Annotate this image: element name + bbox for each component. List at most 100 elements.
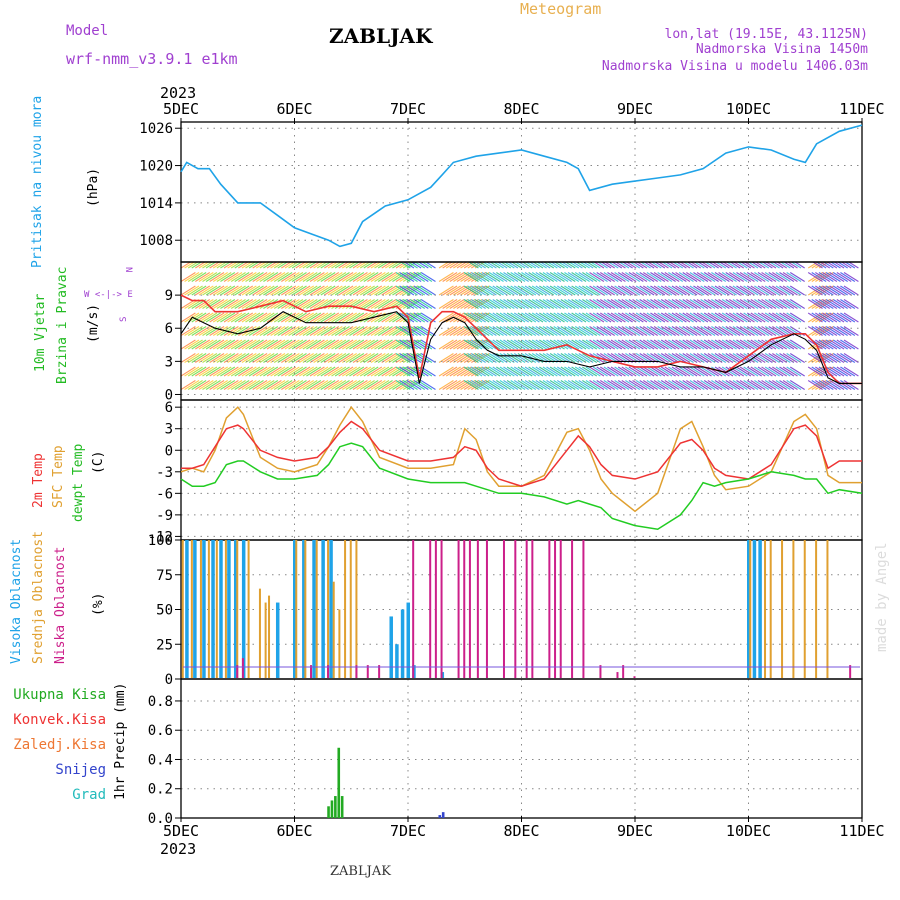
wind-arrow: [499, 299, 515, 309]
wind-arrow: [607, 272, 623, 282]
wind-arrow: [309, 285, 325, 296]
mid-cloud-bar: [781, 540, 784, 678]
wind-arrow: [223, 262, 235, 269]
wind-arrow: [374, 326, 390, 336]
wind-arrow: [399, 285, 415, 296]
wind-arrow: [531, 285, 547, 296]
wind-arrow: [291, 272, 307, 282]
y-tick-label: 0: [165, 672, 173, 688]
wind-arrow: [729, 326, 745, 336]
wind-arrow: [478, 339, 494, 350]
wind-arrow: [295, 339, 311, 350]
wind-arrow: [399, 262, 411, 269]
wind-arrow: [657, 380, 673, 390]
wind-arrow: [449, 272, 465, 282]
wind-arrow: [316, 285, 332, 296]
wind-arrow: [822, 312, 838, 323]
wind-arrow: [757, 299, 773, 309]
wind-arrow: [671, 326, 687, 336]
wind-arrow: [212, 262, 224, 269]
wind-arrow: [453, 299, 469, 309]
wind-arrow: [506, 272, 522, 282]
wind-arrow: [270, 366, 286, 377]
wind-arrow: [388, 353, 404, 363]
low-cloud-bar: [559, 540, 562, 678]
high-cloud-bar: [329, 540, 333, 678]
wind-arrow: [392, 326, 408, 336]
wind-arrow: [313, 285, 329, 296]
wind-arrow: [625, 312, 641, 323]
wind-arrow: [564, 285, 580, 296]
wind-arrow: [707, 326, 723, 336]
wind-arrow: [313, 262, 325, 269]
wind-arrow: [725, 380, 741, 390]
wind-arrow: [241, 353, 257, 363]
wind-arrow: [230, 299, 246, 309]
wind-arrow: [467, 312, 483, 323]
low-cloud-bar: [633, 676, 636, 678]
wind-arrow: [660, 272, 676, 282]
wind-arrow: [643, 262, 655, 269]
wind-arrow: [556, 353, 572, 363]
wind-arrow: [714, 299, 730, 309]
wind-arrow: [481, 339, 497, 350]
wind-arrow: [768, 272, 784, 282]
wind-arrow: [668, 380, 684, 390]
wind-label-2: Brzina i Pravac: [55, 267, 70, 384]
wind-arrow: [829, 339, 845, 350]
wind-arrow: [352, 353, 368, 363]
wind-arrow: [761, 326, 777, 336]
wind-arrow: [198, 326, 214, 336]
wind-arrow: [639, 326, 655, 336]
wind-arrow: [470, 353, 486, 363]
wind-arrow: [241, 262, 253, 269]
wind-arrow: [714, 353, 730, 363]
wind-arrow: [836, 380, 852, 390]
wind-arrow: [843, 366, 859, 377]
wind-arrow: [367, 366, 383, 377]
wind-arrow: [492, 353, 508, 363]
wind-arrow: [718, 353, 734, 363]
wind-arrow: [370, 285, 386, 296]
mid-cloud-bar: [826, 540, 829, 678]
wind-arrow: [216, 366, 232, 377]
wind-arrow: [456, 380, 472, 390]
wind-arrow: [517, 380, 533, 390]
wind-arrow: [417, 299, 433, 309]
wind-arrow: [625, 285, 641, 296]
wind-arrow: [772, 312, 788, 323]
wind-arrow: [686, 262, 698, 269]
wind-arrow: [298, 380, 314, 390]
wind-arrow: [614, 272, 630, 282]
wind-arrow: [660, 380, 676, 390]
wind-arrow: [496, 339, 512, 350]
wind-arrow: [298, 299, 314, 309]
footer-station: ZABLJAK: [330, 864, 391, 879]
wind-arrow: [327, 380, 343, 390]
wind-arrow: [614, 380, 630, 390]
wind-arrow: [327, 272, 343, 282]
wind-arrow: [399, 339, 415, 350]
wind-arrow: [442, 366, 458, 377]
mid-cloud-bar: [749, 540, 752, 678]
wind-arrow: [506, 380, 522, 390]
wind-arrow: [324, 312, 340, 323]
wind-arrow: [614, 366, 630, 377]
cloud-unit: (%): [91, 593, 106, 616]
wind-arrow: [345, 262, 357, 269]
wind-arrow: [560, 353, 576, 363]
wind-arrow: [470, 285, 486, 296]
wind-arrow: [564, 272, 580, 282]
wind-arrow: [807, 353, 823, 363]
wind-arrow: [811, 326, 827, 336]
mid-cloud-bar: [264, 602, 267, 678]
low-cloud-bar: [531, 540, 534, 678]
wind-arrow: [556, 380, 572, 390]
wind-arrow: [711, 380, 727, 390]
wind-arrow: [288, 366, 304, 377]
wind-arrow: [546, 285, 562, 296]
wind-arrow: [377, 272, 393, 282]
wind-arrow: [238, 326, 254, 336]
wind-arrow: [492, 339, 508, 350]
wind-arrow: [273, 366, 289, 377]
